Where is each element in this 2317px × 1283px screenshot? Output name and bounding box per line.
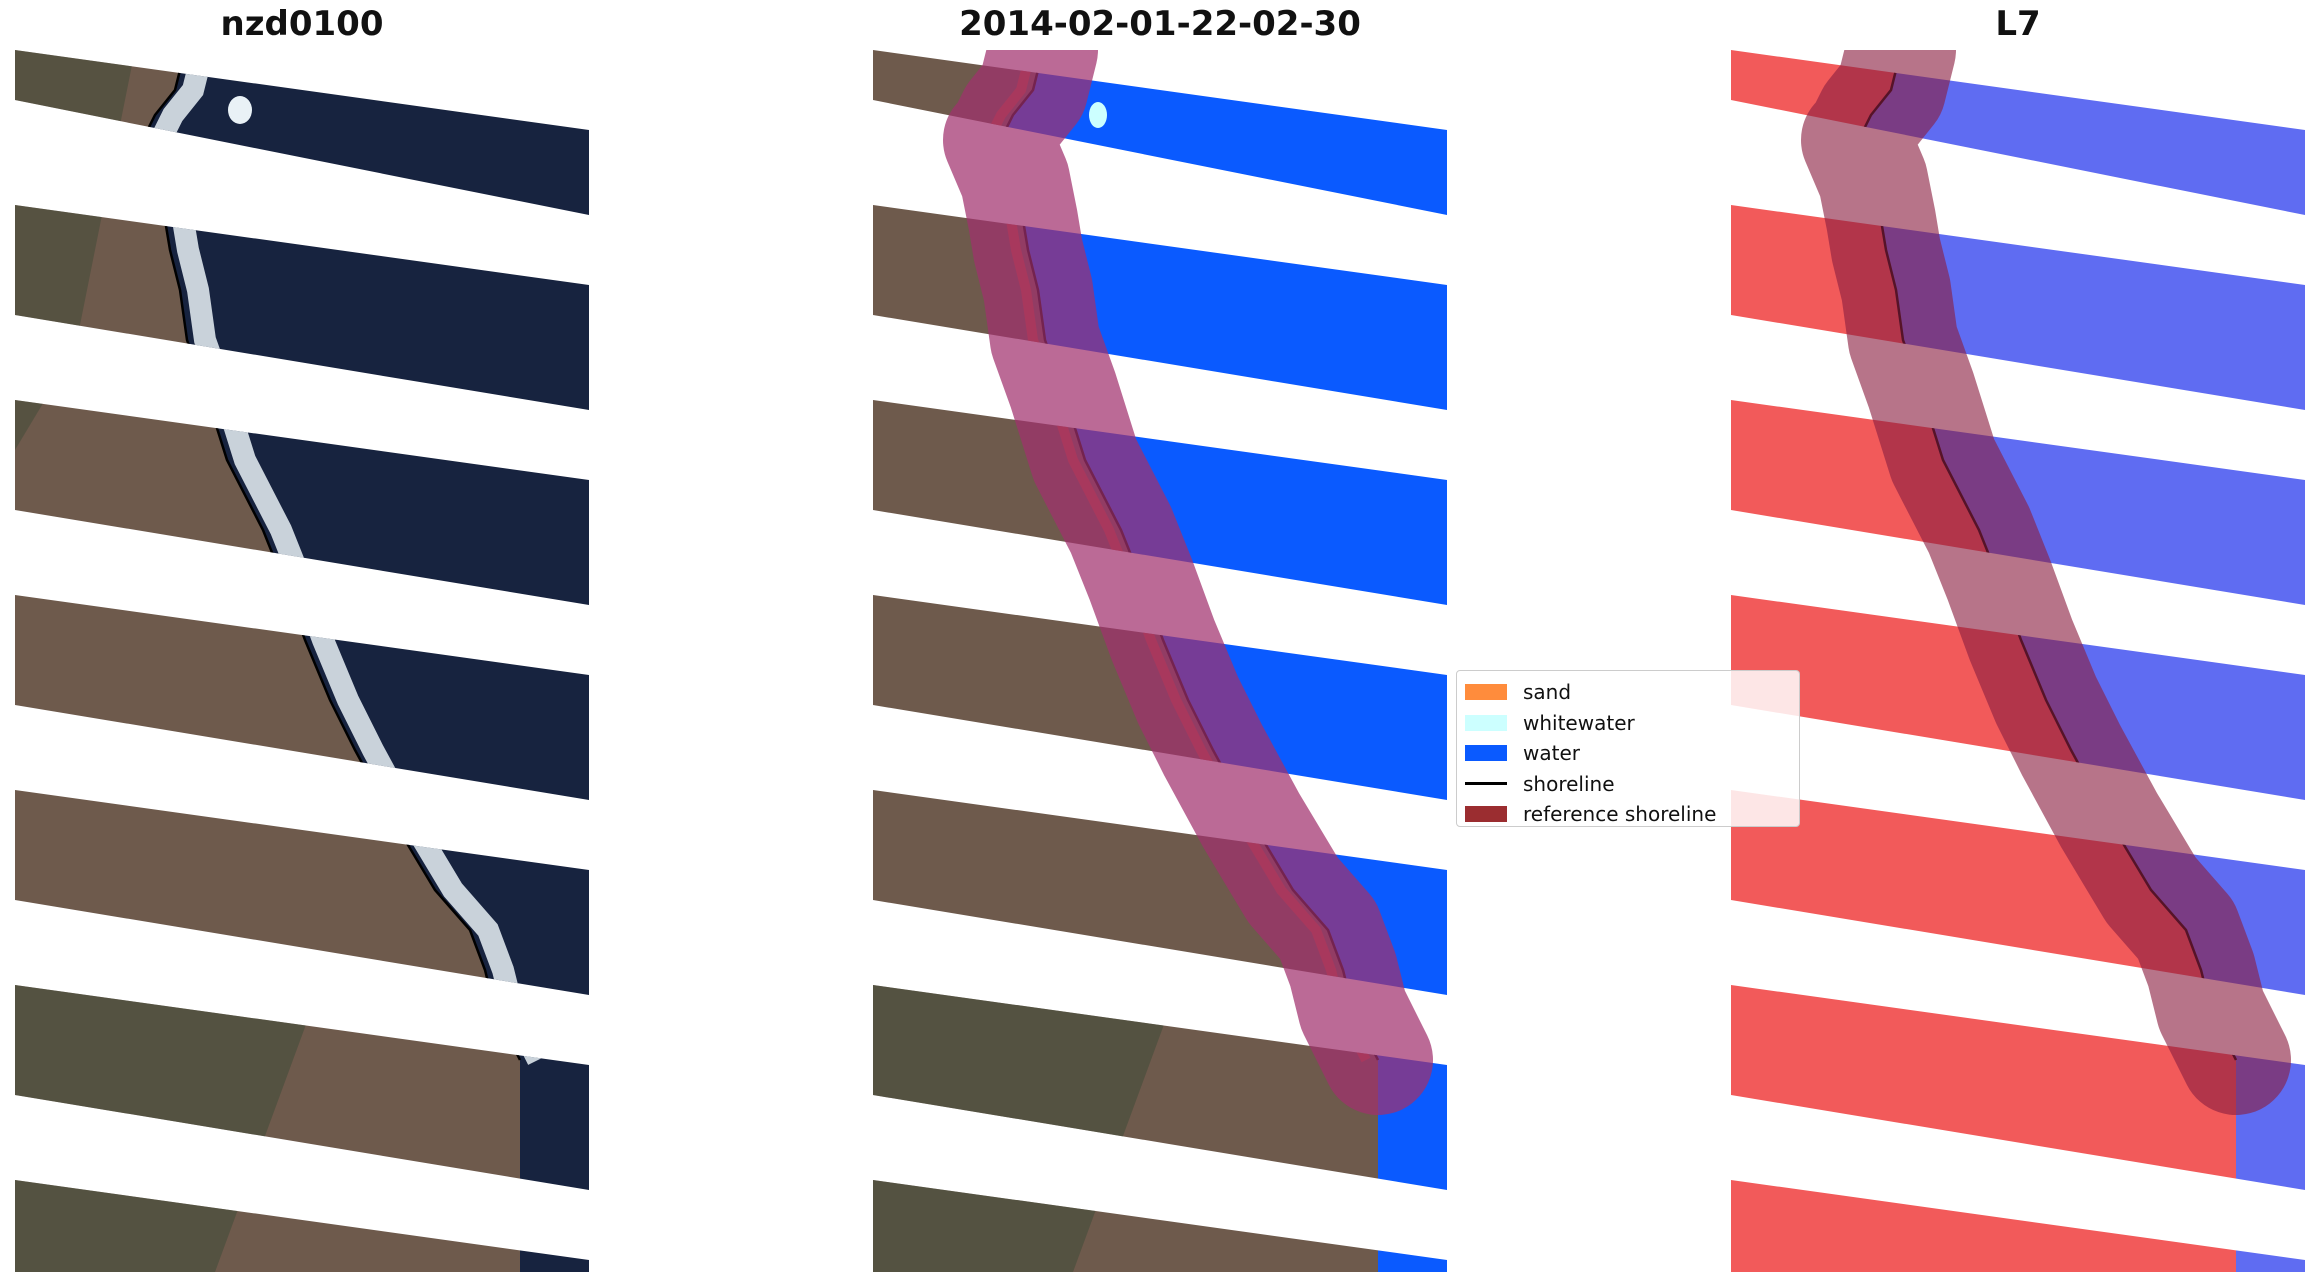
legend-label: whitewater bbox=[1523, 710, 1635, 735]
legend-label: reference shoreline bbox=[1523, 802, 1717, 827]
whitewater-spot bbox=[1089, 102, 1107, 128]
water-swatch bbox=[1465, 745, 1507, 762]
reference-shoreline-swatch bbox=[1465, 806, 1507, 823]
whitewater-swatch bbox=[1465, 714, 1507, 731]
index-image-panel bbox=[1731, 50, 2305, 1272]
legend-item-water: water bbox=[1457, 738, 1799, 769]
image-strips bbox=[15, 50, 589, 1272]
reference-shoreline-buffer bbox=[943, 50, 1433, 1115]
legend-label: water bbox=[1523, 741, 1580, 766]
reference-shoreline-buffer bbox=[1801, 50, 2291, 1115]
shoreline-line-swatch bbox=[1465, 782, 1507, 786]
panel-title-classified: 2014-02-01-22-02-30 bbox=[959, 4, 1361, 44]
legend-item-sand: sand bbox=[1457, 677, 1799, 708]
panel-title-rgb: nzd0100 bbox=[220, 4, 384, 44]
panel-title-index: L7 bbox=[1995, 4, 2041, 44]
legend-label: sand bbox=[1523, 680, 1572, 705]
legend-item-whitewater: whitewater bbox=[1457, 708, 1799, 739]
legend-item-shoreline: shoreline bbox=[1457, 769, 1799, 800]
rgb-image-panel bbox=[15, 50, 589, 1272]
legend-label: shoreline bbox=[1523, 771, 1615, 796]
sand-swatch bbox=[1465, 684, 1507, 701]
legend-item-reference-shoreline: reference shoreline bbox=[1457, 799, 1799, 830]
legend: sand whitewater water shoreline referenc… bbox=[1456, 670, 1800, 827]
classified-image-panel bbox=[873, 50, 1447, 1272]
cloud-spot bbox=[228, 96, 252, 124]
